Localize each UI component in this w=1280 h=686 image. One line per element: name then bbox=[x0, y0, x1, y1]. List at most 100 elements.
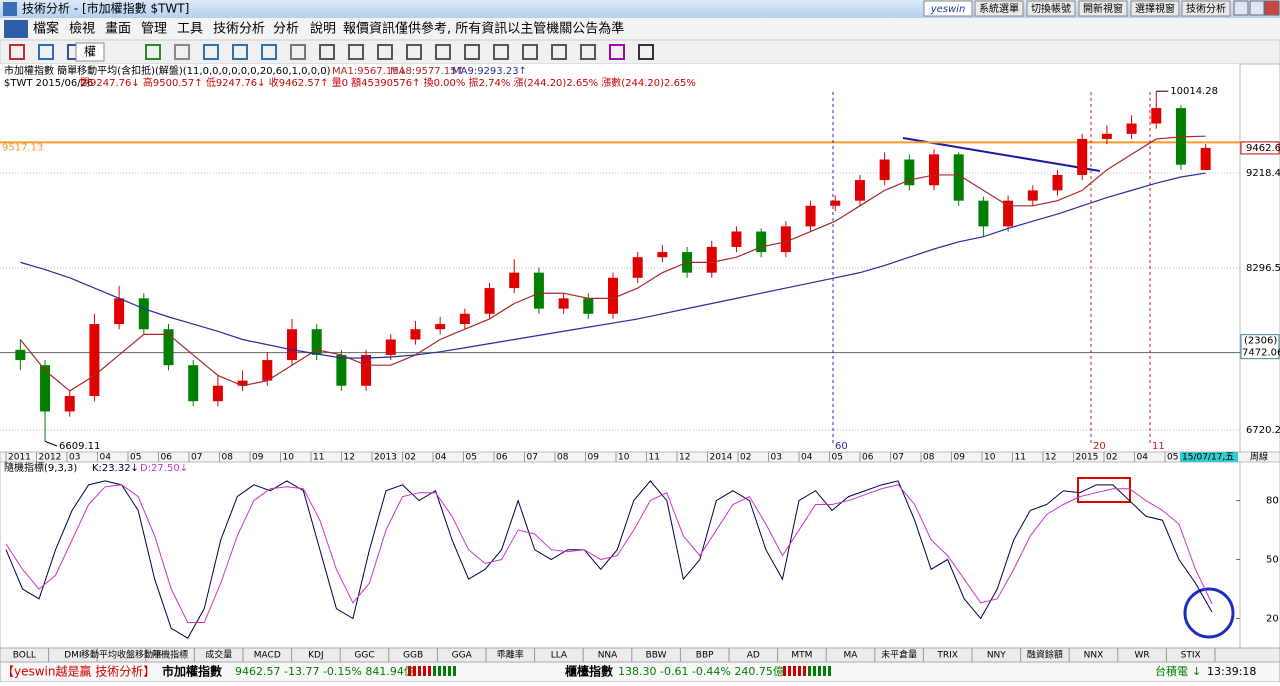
x-tick-label: 07 bbox=[527, 453, 538, 463]
volume-bar bbox=[413, 666, 416, 676]
toolbar-icon[interactable] bbox=[9, 44, 25, 60]
toolbar-icon[interactable] bbox=[38, 44, 54, 60]
tab[interactable]: GGA bbox=[452, 651, 473, 661]
title-button[interactable] bbox=[1078, 0, 1128, 17]
title-button-label[interactable]: 開新視窗 bbox=[1083, 2, 1123, 15]
toolbar-icon[interactable] bbox=[493, 44, 509, 60]
volume-bar bbox=[808, 666, 811, 676]
title-button-label[interactable]: 系統選單 bbox=[979, 2, 1019, 15]
title-button[interactable] bbox=[1130, 0, 1180, 17]
tab[interactable]: NNX bbox=[1084, 651, 1104, 661]
toolbar-icon[interactable] bbox=[377, 44, 393, 60]
kd-title: 隨機指標(9,3,3) bbox=[4, 461, 77, 474]
window-control[interactable] bbox=[1264, 0, 1280, 16]
tab[interactable]: MA bbox=[844, 651, 859, 661]
tab[interactable]: TRIX bbox=[936, 651, 958, 661]
menu-item[interactable]: 管理 bbox=[141, 22, 167, 37]
toolbar-icon[interactable] bbox=[464, 44, 480, 60]
window-control[interactable] bbox=[1233, 0, 1249, 16]
low-annotation: 6609.11 bbox=[59, 441, 100, 452]
volume-bar bbox=[423, 666, 426, 676]
tab[interactable]: GGC bbox=[354, 651, 374, 661]
marker-label: 60 bbox=[835, 441, 848, 452]
menu-item[interactable]: 分析 bbox=[273, 22, 299, 37]
window-title: 技術分析 - [市加權指數 $TWT] bbox=[22, 1, 189, 16]
title-button[interactable] bbox=[1026, 0, 1076, 17]
menu-item[interactable]: 工具 bbox=[177, 22, 203, 37]
ma-line bbox=[19, 135, 1206, 392]
tab[interactable]: BOLL bbox=[13, 651, 36, 661]
crosshair-value: 7472.06 bbox=[1242, 348, 1280, 359]
toolbar-icon[interactable] bbox=[435, 44, 451, 60]
toolbar-icon[interactable] bbox=[174, 44, 190, 60]
tab[interactable]: 未平倉量 bbox=[881, 649, 917, 661]
ma-label: MA9:9293.23↑ bbox=[452, 66, 527, 77]
tab[interactable]: GGB bbox=[403, 651, 423, 661]
tab[interactable]: BBP bbox=[696, 651, 714, 661]
title-button[interactable] bbox=[923, 0, 973, 17]
title-button[interactable] bbox=[974, 0, 1024, 17]
title-button-label[interactable]: 切換帳號 bbox=[1031, 2, 1071, 15]
toolbar-icon[interactable] bbox=[522, 44, 538, 60]
tab[interactable]: MACD bbox=[254, 651, 281, 661]
title-button-label[interactable]: 技術分析 bbox=[1186, 2, 1226, 15]
candle-body bbox=[1151, 108, 1162, 124]
candle-body bbox=[212, 385, 223, 402]
window-control[interactable] bbox=[1249, 0, 1265, 16]
toolbar-icon[interactable] bbox=[319, 44, 335, 60]
tab[interactable]: KDJ bbox=[308, 651, 324, 661]
toolbar-icon[interactable] bbox=[290, 44, 306, 60]
tab[interactable]: AD bbox=[747, 651, 760, 661]
x-tick-label: 08 bbox=[923, 453, 935, 463]
toolbar-icon[interactable] bbox=[609, 44, 625, 60]
trend-line bbox=[902, 137, 1101, 172]
tab[interactable]: 成交量 bbox=[205, 649, 232, 661]
toolbar-icon[interactable] bbox=[580, 44, 596, 60]
toolbar-icon[interactable] bbox=[638, 44, 654, 60]
tab[interactable]: LLA bbox=[551, 651, 568, 661]
menu-item[interactable]: 檔案 bbox=[33, 22, 59, 37]
menu-item[interactable]: 技術分析 bbox=[213, 22, 265, 37]
ma-label: MA1:9567.15↓ bbox=[332, 66, 407, 77]
leader bbox=[44, 440, 58, 447]
x-tick-label: 10 bbox=[984, 453, 996, 463]
tab[interactable]: 融資餘額 bbox=[1027, 649, 1063, 661]
menu-item[interactable]: 檢視 bbox=[69, 21, 95, 37]
y-tick-label: 6720.2 bbox=[1246, 425, 1280, 436]
candle-body bbox=[385, 339, 396, 355]
tab[interactable]: 乖離率 bbox=[497, 649, 524, 661]
toolbar-icon[interactable] bbox=[551, 44, 567, 60]
title-button-label[interactable]: 選擇視窗 bbox=[1135, 2, 1175, 15]
candle-body bbox=[336, 354, 347, 386]
tab[interactable]: NNA bbox=[598, 651, 618, 661]
title-button[interactable] bbox=[1181, 0, 1231, 17]
toolbar-icon[interactable] bbox=[232, 44, 248, 60]
tab[interactable]: WR bbox=[1135, 651, 1150, 661]
toolbar-icon[interactable] bbox=[261, 44, 277, 60]
toolbar-icon[interactable] bbox=[145, 44, 161, 60]
candle-body bbox=[361, 354, 372, 386]
adjust-button[interactable] bbox=[75, 42, 105, 62]
toolbar-icon[interactable] bbox=[203, 44, 219, 60]
tab[interactable]: DMI bbox=[64, 651, 81, 661]
candle-body bbox=[929, 154, 940, 186]
tab[interactable]: STIX bbox=[1181, 651, 1201, 661]
candle-body bbox=[286, 329, 297, 361]
x-tick-label: 08 bbox=[557, 453, 569, 463]
x-tick-label: 04 bbox=[1137, 453, 1149, 463]
title-button-label[interactable]: yeswin bbox=[930, 4, 966, 15]
candle-body bbox=[435, 324, 446, 330]
tab[interactable]: 隨機指標 bbox=[152, 649, 188, 661]
toolbar-icon[interactable] bbox=[406, 44, 422, 60]
tab[interactable]: 移動平均收盤移動平 bbox=[81, 649, 162, 661]
tab[interactable]: MTM bbox=[791, 651, 812, 661]
toolbar-icon[interactable] bbox=[348, 44, 364, 60]
menu-item[interactable]: 說明 bbox=[310, 21, 336, 37]
menu-item[interactable]: 畫面 bbox=[105, 22, 131, 37]
candle-body bbox=[657, 252, 668, 258]
candle-body bbox=[1126, 123, 1137, 134]
tab[interactable]: BBW bbox=[646, 651, 667, 661]
x-tick-label: 04 bbox=[435, 453, 447, 463]
adjust-label[interactable]: 權 bbox=[84, 45, 96, 59]
tab[interactable]: NNY bbox=[987, 651, 1006, 661]
